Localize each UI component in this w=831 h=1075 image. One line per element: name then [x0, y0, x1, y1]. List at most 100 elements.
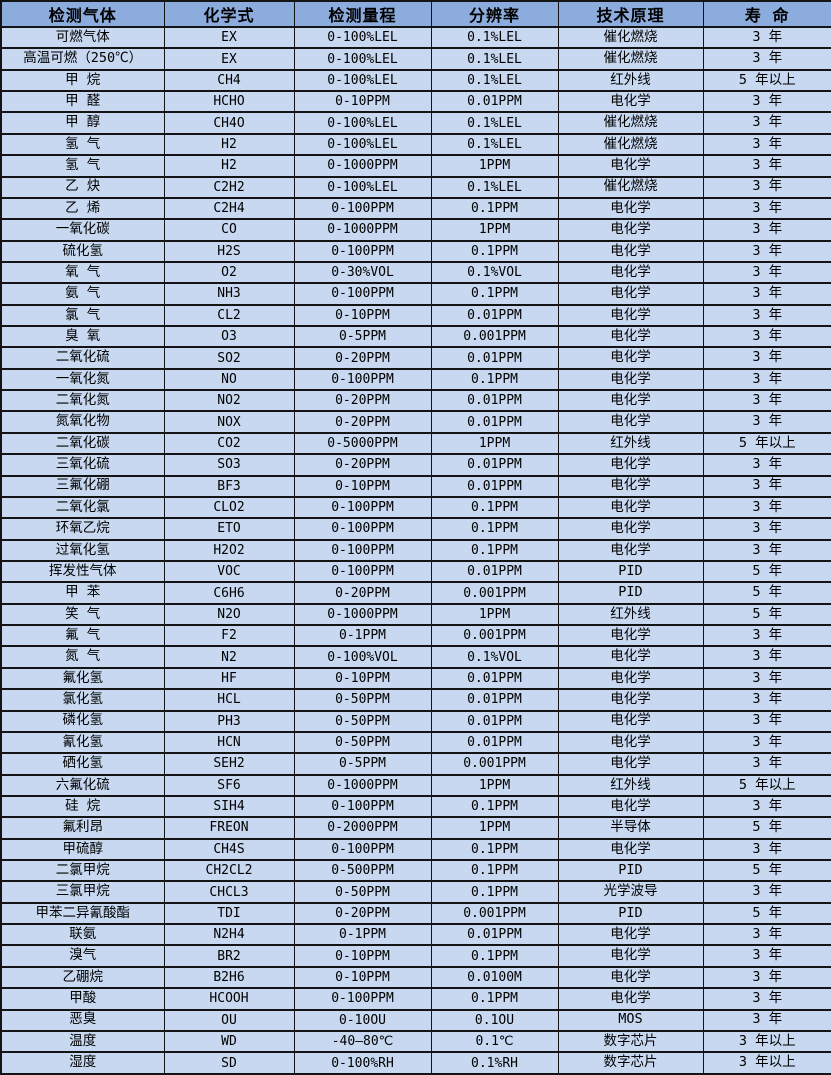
cell-resolution: 0.1%LEL — [430, 132, 559, 157]
cell-range: 0-1000PPM — [293, 218, 432, 242]
cell-lifespan: 5 年以上 — [702, 431, 831, 456]
table-row: 氟利昂 FREON 0-2000PPM 1PPM 半导体 5 年 — [0, 816, 831, 840]
cell-principle: 数字芯片 — [557, 1051, 704, 1075]
cell-lifespan: 3 年 — [702, 389, 831, 413]
cell-range: 0-100%LEL — [293, 175, 432, 199]
cell-gas: 六氟化硫 — [0, 773, 165, 797]
table-row: 过氧化氢 H2O2 0-100PPM 0.1PPM 电化学 3 年 — [0, 538, 831, 563]
cell-resolution: 0.1%LEL — [430, 175, 559, 199]
cell-formula: H2 — [163, 132, 295, 157]
cell-principle: 电化学 — [557, 389, 704, 413]
cell-lifespan: 3 年 — [702, 880, 831, 904]
cell-gas: 三氟化硼 — [0, 474, 165, 498]
cell-principle: 电化学 — [557, 923, 704, 947]
cell-gas: 甲 苯 — [0, 581, 165, 605]
cell-gas: 甲硫醇 — [0, 837, 165, 862]
cell-gas: 硒化氢 — [0, 752, 165, 776]
table-row: 三氟化硼 BF3 0-10PPM 0.01PPM 电化学 3 年 — [0, 474, 831, 498]
cell-resolution: 0.001PPM — [430, 901, 559, 926]
cell-range: 0-20PPM — [293, 901, 432, 926]
cell-formula: CLO2 — [163, 495, 295, 520]
cell-resolution: 0.01PPM — [430, 559, 559, 584]
cell-lifespan: 3 年 — [702, 346, 831, 370]
cell-range: 0-10PPM — [293, 666, 432, 691]
cell-principle: 红外线 — [557, 431, 704, 456]
table-row: 甲 烷 CH4 0-100%LEL 0.1%LEL 红外线 5 年以上 — [0, 68, 831, 93]
column-header-gas: 检测气体 — [0, 0, 165, 28]
cell-resolution: 0.1PPM — [430, 858, 559, 883]
cell-gas: 三氯甲烷 — [0, 880, 165, 904]
cell-resolution: 0.01PPM — [430, 730, 559, 755]
cell-range: 0-100PPM — [293, 495, 432, 520]
cell-resolution: 0.1PPM — [430, 367, 559, 392]
cell-resolution: 0.1PPM — [430, 495, 559, 520]
cell-lifespan: 3 年 — [702, 325, 831, 349]
cell-range: 0-100%RH — [293, 1051, 432, 1075]
cell-formula: VOC — [163, 559, 295, 584]
cell-formula: BF3 — [163, 474, 295, 498]
cell-gas: 甲苯二异氰酸酯 — [0, 901, 165, 926]
table-row: 恶臭 OU 0-10OU 0.1OU MOS 3 年 — [0, 1008, 831, 1032]
cell-principle: 电化学 — [557, 367, 704, 392]
cell-resolution: 0.1PPM — [430, 517, 559, 541]
cell-gas: 氮 气 — [0, 645, 165, 669]
cell-principle: 电化学 — [557, 474, 704, 498]
cell-lifespan: 3 年 — [702, 1008, 831, 1032]
cell-range: 0-100PPM — [293, 837, 432, 862]
cell-principle: 电化学 — [557, 453, 704, 477]
cell-gas: 温度 — [0, 1029, 165, 1054]
table-row: 氟 气 F2 0-1PPM 0.001PPM 电化学 3 年 — [0, 624, 831, 648]
cell-formula: PH3 — [163, 709, 295, 733]
cell-range: 0-20PPM — [293, 389, 432, 413]
cell-range: 0-100PPM — [293, 538, 432, 563]
cell-principle: 电化学 — [557, 688, 704, 712]
cell-formula: CH4S — [163, 837, 295, 862]
cell-lifespan: 3 年 — [702, 303, 831, 328]
table-row: 乙 炔 C2H2 0-100%LEL 0.1%LEL 催化燃烧 3 年 — [0, 175, 831, 199]
cell-range: 0-10PPM — [293, 90, 432, 114]
table-row: 二氯甲烷 CH2CL2 0-500PPM 0.1PPM PID 5 年 — [0, 858, 831, 883]
cell-formula: C2H2 — [163, 175, 295, 199]
cell-resolution: 0.1%LEL — [430, 47, 559, 71]
cell-principle: 电化学 — [557, 752, 704, 776]
cell-formula: SO2 — [163, 346, 295, 370]
cell-formula: NOX — [163, 410, 295, 434]
cell-resolution: 0.1PPM — [430, 880, 559, 904]
cell-resolution: 0.1%VOL — [430, 260, 559, 285]
cell-lifespan: 3 年 — [702, 132, 831, 157]
cell-principle: 电化学 — [557, 282, 704, 306]
cell-principle: 电化学 — [557, 196, 704, 221]
cell-range: 0-1000PPM — [293, 602, 432, 627]
cell-range: 0-20PPM — [293, 346, 432, 370]
table-row: 环氧乙烷 ETO 0-100PPM 0.1PPM 电化学 3 年 — [0, 517, 831, 541]
table-row: 湿度 SD 0-100%RH 0.1%RH 数字芯片 3 年以上 — [0, 1051, 831, 1075]
cell-gas: 二氧化氯 — [0, 495, 165, 520]
cell-principle: 电化学 — [557, 325, 704, 349]
cell-range: 0-10PPM — [293, 303, 432, 328]
cell-formula: NO2 — [163, 389, 295, 413]
cell-gas: 甲 醇 — [0, 111, 165, 135]
cell-lifespan: 3 年 — [702, 709, 831, 733]
cell-lifespan: 3 年 — [702, 965, 831, 990]
cell-range: 0-50PPM — [293, 688, 432, 712]
cell-lifespan: 3 年 — [702, 794, 831, 819]
cell-formula: SIH4 — [163, 794, 295, 819]
cell-range: 0-5PPM — [293, 325, 432, 349]
cell-lifespan: 3 年 — [702, 175, 831, 199]
cell-principle: 电化学 — [557, 538, 704, 563]
cell-range: 0-100PPM — [293, 794, 432, 819]
column-header-formula: 化学式 — [163, 0, 295, 28]
cell-gas: 氯化氢 — [0, 688, 165, 712]
cell-lifespan: 3 年 — [702, 239, 831, 263]
cell-gas: 二氧化氮 — [0, 389, 165, 413]
cell-gas: 笑 气 — [0, 602, 165, 627]
cell-range: 0-100PPM — [293, 239, 432, 263]
cell-formula: O2 — [163, 260, 295, 285]
table-row: 二氧化硫 SO2 0-20PPM 0.01PPM 电化学 3 年 — [0, 346, 831, 370]
cell-formula: H2 — [163, 154, 295, 178]
cell-principle: 电化学 — [557, 517, 704, 541]
cell-gas: 氢 气 — [0, 154, 165, 178]
cell-range: 0-100PPM — [293, 987, 432, 1011]
table-row: 氰化氢 HCN 0-50PPM 0.01PPM 电化学 3 年 — [0, 730, 831, 755]
